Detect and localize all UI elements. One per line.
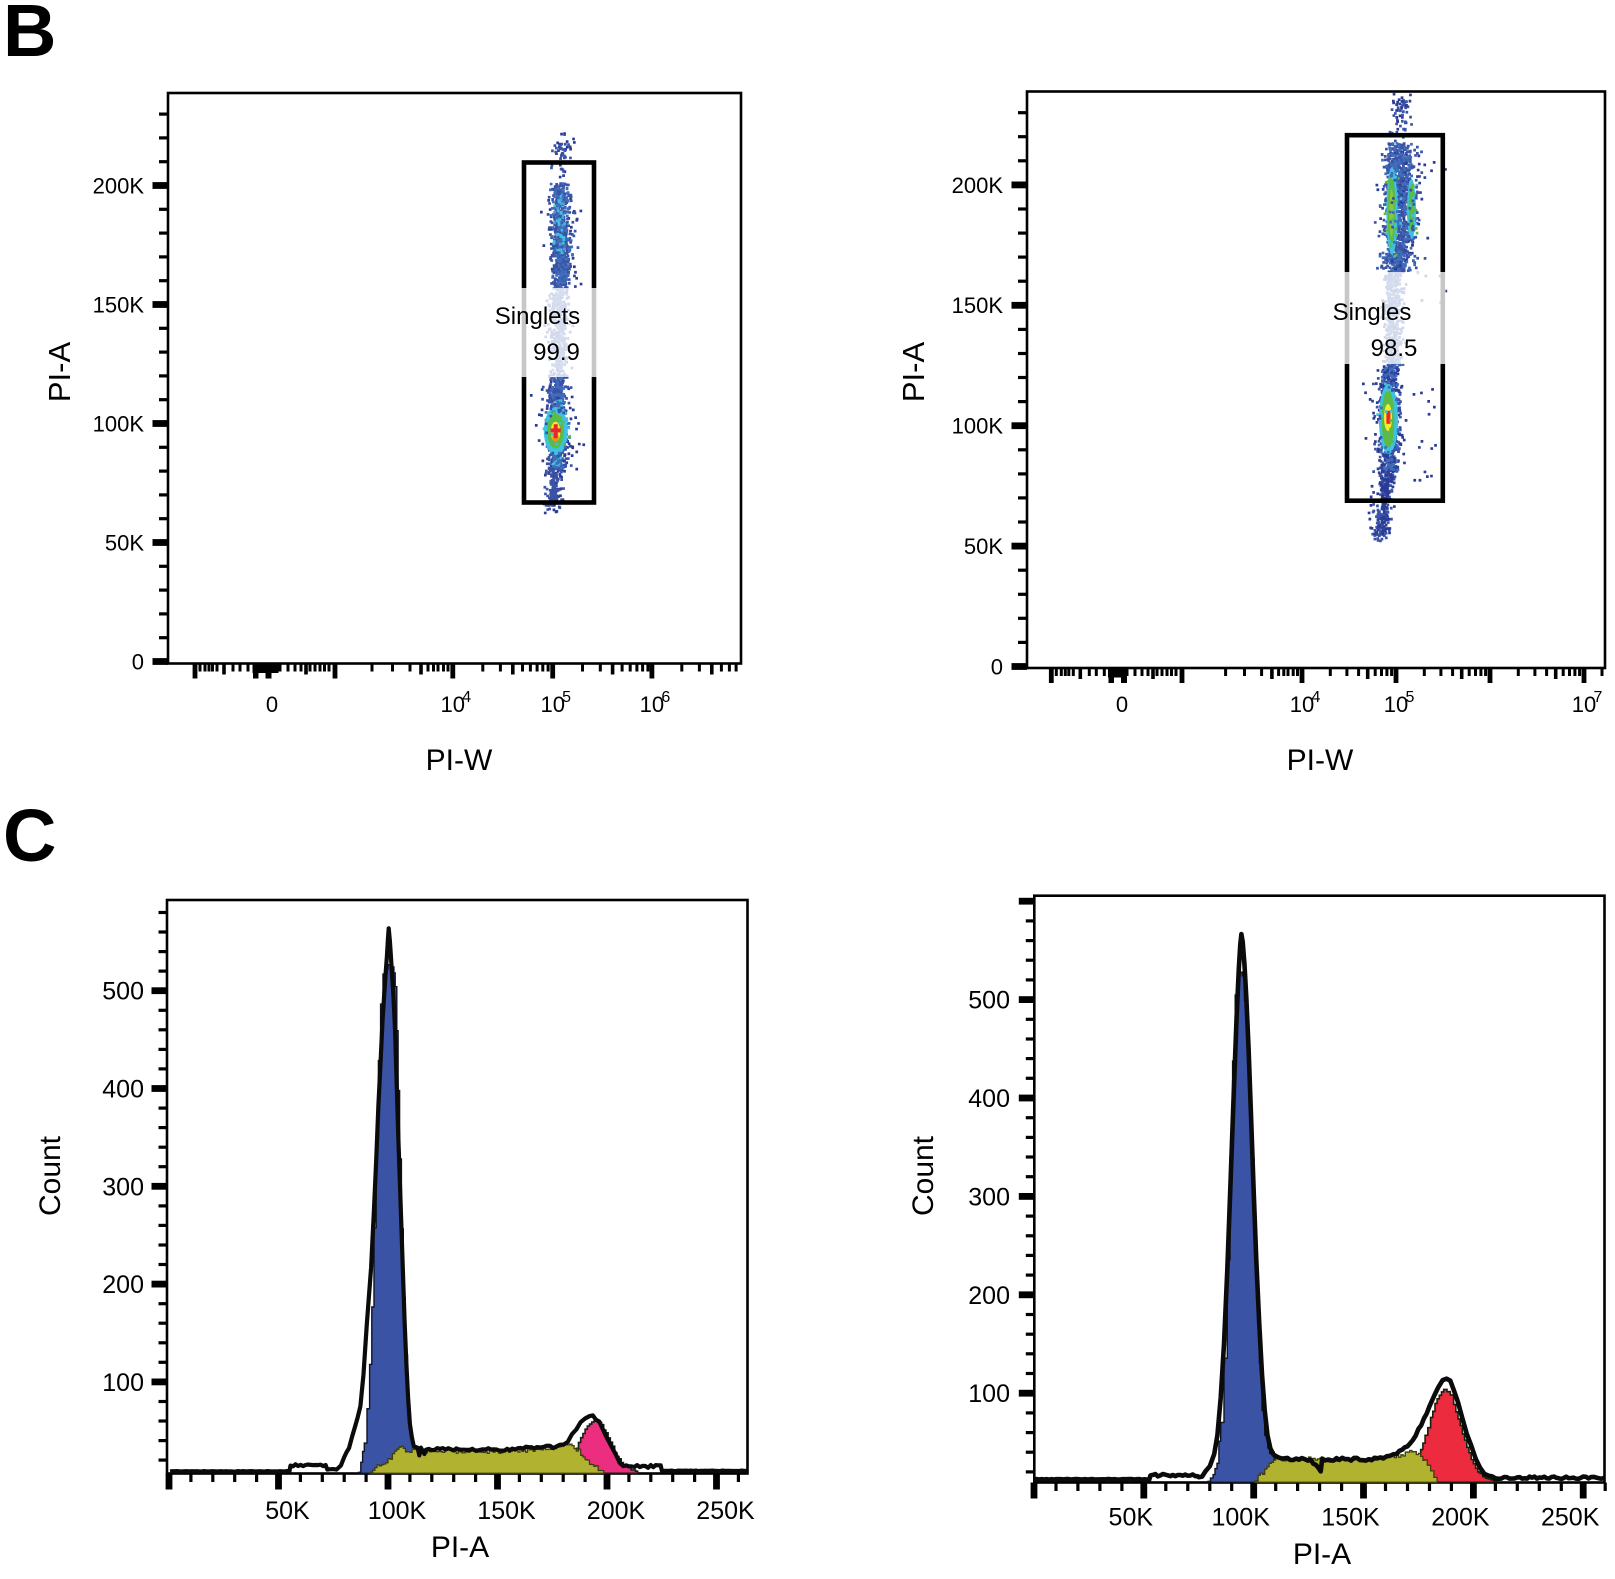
svg-text:300: 300 <box>968 1183 1010 1211</box>
svg-text:400: 400 <box>968 1085 1010 1113</box>
svg-text:Singlets: Singlets <box>495 303 580 330</box>
svg-text:4: 4 <box>462 689 471 706</box>
svg-text:10: 10 <box>1290 692 1314 717</box>
svg-text:10: 10 <box>1572 692 1596 717</box>
svg-text:C: C <box>3 794 56 877</box>
svg-text:Count: Count <box>34 1135 67 1216</box>
svg-text:B: B <box>3 0 56 72</box>
svg-text:250K: 250K <box>696 1497 755 1525</box>
svg-text:150K: 150K <box>952 293 1004 318</box>
svg-text:0: 0 <box>1116 692 1128 717</box>
svg-text:5: 5 <box>1405 689 1414 706</box>
svg-text:10: 10 <box>640 692 664 717</box>
svg-text:200K: 200K <box>587 1497 646 1525</box>
svg-text:10: 10 <box>441 692 465 717</box>
svg-text:150K: 150K <box>93 292 145 317</box>
svg-text:400: 400 <box>102 1076 144 1104</box>
svg-text:10: 10 <box>1384 692 1408 717</box>
svg-text:200K: 200K <box>1431 1504 1490 1532</box>
svg-text:PI-W: PI-W <box>426 744 493 777</box>
svg-text:50K: 50K <box>265 1497 310 1525</box>
svg-text:0: 0 <box>132 649 144 674</box>
svg-text:200: 200 <box>968 1282 1010 1310</box>
svg-text:PI-A: PI-A <box>896 342 931 403</box>
svg-text:100: 100 <box>968 1380 1010 1408</box>
svg-text:0: 0 <box>991 654 1003 679</box>
svg-text:50K: 50K <box>105 530 144 555</box>
svg-text:Singles: Singles <box>1333 299 1412 326</box>
svg-text:150K: 150K <box>477 1497 536 1525</box>
svg-text:0: 0 <box>266 692 278 717</box>
svg-text:500: 500 <box>102 978 144 1006</box>
svg-text:100K: 100K <box>368 1497 427 1525</box>
svg-text:50K: 50K <box>964 534 1003 559</box>
svg-text:Count: Count <box>907 1135 940 1216</box>
svg-text:300: 300 <box>102 1173 144 1201</box>
svg-text:100K: 100K <box>93 411 145 436</box>
svg-text:99.9: 99.9 <box>533 339 580 366</box>
svg-text:200K: 200K <box>93 173 145 198</box>
svg-text:5: 5 <box>562 689 571 706</box>
svg-text:100K: 100K <box>1212 1504 1271 1532</box>
svg-text:10: 10 <box>540 692 564 717</box>
svg-text:PI-A: PI-A <box>42 342 77 403</box>
svg-text:150K: 150K <box>1321 1504 1380 1532</box>
svg-text:PI-A: PI-A <box>431 1531 489 1564</box>
svg-text:200K: 200K <box>952 173 1004 198</box>
svg-text:50K: 50K <box>1109 1504 1154 1532</box>
svg-text:200: 200 <box>102 1271 144 1299</box>
svg-text:4: 4 <box>1311 689 1320 706</box>
svg-text:250K: 250K <box>1541 1504 1600 1532</box>
svg-text:98.5: 98.5 <box>1371 335 1418 362</box>
svg-text:PI-W: PI-W <box>1287 744 1354 777</box>
svg-text:7: 7 <box>1593 689 1602 706</box>
svg-text:100: 100 <box>102 1369 144 1397</box>
svg-text:PI-A: PI-A <box>1293 1538 1351 1571</box>
svg-text:100K: 100K <box>952 414 1004 439</box>
svg-text:500: 500 <box>968 987 1010 1015</box>
svg-text:6: 6 <box>661 689 670 706</box>
